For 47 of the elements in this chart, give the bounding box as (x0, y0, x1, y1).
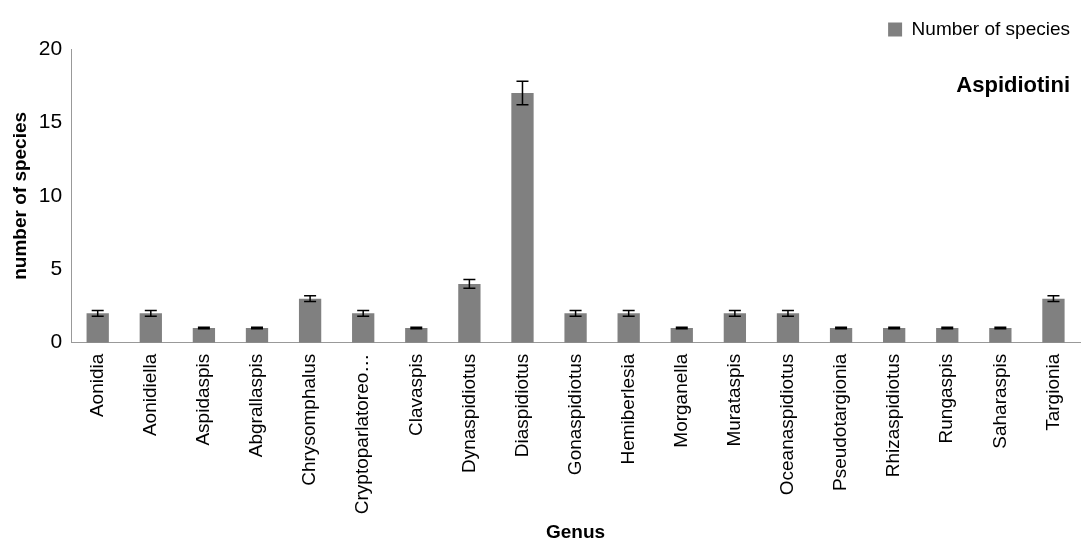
bar (405, 328, 428, 343)
bar (670, 328, 693, 343)
legend-label: Number of species (911, 17, 1070, 39)
y-tick-label: 15 (38, 109, 63, 133)
bar (723, 313, 747, 343)
bar (617, 313, 640, 343)
x-tick-label: Pseudotargionia (829, 353, 851, 492)
x-tick-label: Aspidaspis (192, 353, 214, 446)
x-tick-label: Aonidia (85, 353, 107, 418)
y-tick-label: 20 (38, 35, 63, 59)
y-tick-label: 0 (50, 329, 63, 353)
y-axis-title: number of species (8, 111, 30, 280)
x-tick-label: Hemiberlesia (616, 353, 638, 465)
bar (298, 298, 322, 343)
bar (458, 283, 481, 343)
bar (936, 328, 959, 343)
bar (511, 93, 534, 343)
bar (829, 328, 853, 343)
x-tick-label: Clavaspis (404, 353, 426, 437)
x-tick-label: Rhizaspidiotus (882, 353, 904, 478)
x-axis-title: Genus (546, 520, 606, 542)
x-tick-label: Oceanaspidiotus (776, 353, 798, 496)
x-tick-label: Saharaspis (988, 353, 1010, 449)
x-tick-label: Dynaspidiotus (457, 353, 479, 474)
bar (245, 328, 269, 343)
x-tick-label: Morganella (670, 353, 692, 448)
x-tick-label: Gonaspidiotus (563, 353, 585, 476)
bar (86, 313, 109, 343)
bar (1042, 298, 1065, 343)
x-tick-label: Cryptoparlatoreo… (351, 353, 373, 515)
bar (192, 328, 216, 343)
x-tick-label: Rungaspis (935, 353, 957, 444)
bar (883, 328, 906, 343)
y-tick-label: 5 (50, 256, 63, 280)
x-tick-label: Diaspidiotus (510, 353, 532, 458)
x-tick-label: Abgrallaspis (245, 353, 267, 458)
bar (989, 328, 1012, 343)
y-tick-label: 10 (38, 182, 63, 206)
x-tick-label: Murataspis (723, 353, 745, 447)
x-tick-label: Aonidiella (139, 353, 161, 437)
bar (776, 313, 800, 343)
bar (564, 313, 587, 343)
x-tick-label: Chrysomphalus (298, 353, 320, 486)
text: Aspidiotini (956, 72, 1070, 98)
x-tick-label: Targionia (1041, 353, 1063, 431)
bar (352, 313, 375, 343)
bar (139, 313, 162, 343)
